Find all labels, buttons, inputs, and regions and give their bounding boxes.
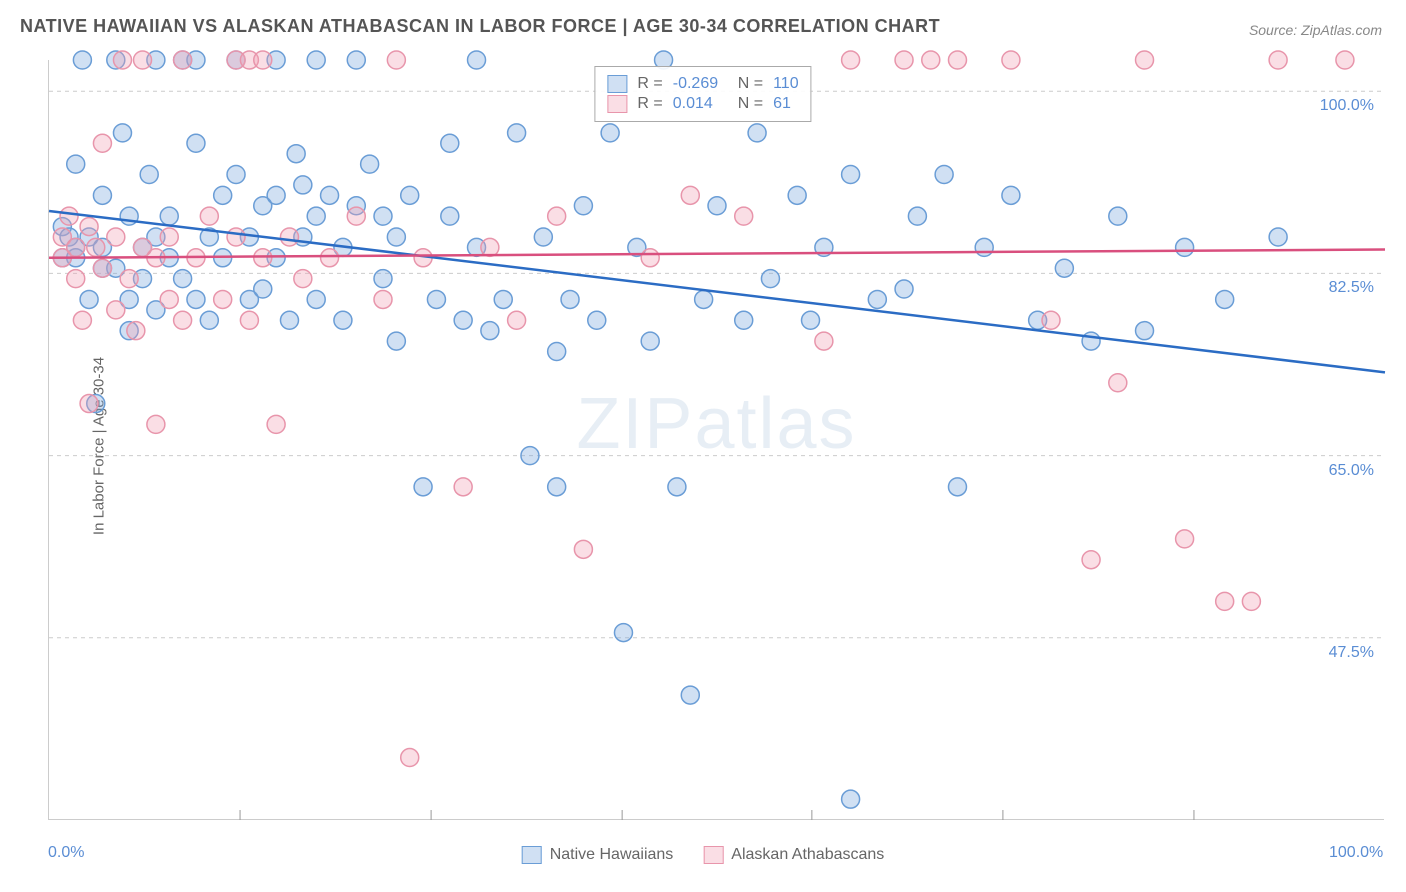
n-label: N = [738, 75, 763, 93]
r-value-2: 0.014 [673, 95, 728, 113]
legend-label-1: Native Hawaiians [550, 846, 674, 864]
source-attribution: Source: ZipAtlas.com [1249, 22, 1382, 38]
legend-item-2: Alaskan Athabascans [703, 846, 884, 864]
swatch-series1 [607, 75, 627, 93]
swatch-series2 [703, 846, 723, 864]
r-label: R = [637, 95, 662, 113]
chart-title: NATIVE HAWAIIAN VS ALASKAN ATHABASCAN IN… [20, 16, 940, 37]
n-label: N = [738, 95, 763, 113]
x-tick-label: 100.0% [1329, 844, 1383, 862]
stats-legend: R = -0.269 N = 110 R = 0.014 N = 61 [594, 66, 811, 122]
y-tick-label: 47.5% [1329, 644, 1374, 662]
swatch-series1 [522, 846, 542, 864]
scatter-plot: ZIPatlas [48, 60, 1384, 820]
stats-row-series2: R = 0.014 N = 61 [607, 95, 798, 113]
y-tick-label: 100.0% [1320, 97, 1374, 115]
legend-label-2: Alaskan Athabascans [731, 846, 884, 864]
r-label: R = [637, 75, 662, 93]
chart-svg [49, 60, 1385, 820]
y-tick-label: 65.0% [1329, 462, 1374, 480]
stats-row-series1: R = -0.269 N = 110 [607, 75, 798, 93]
swatch-series2 [607, 95, 627, 113]
r-value-1: -0.269 [673, 75, 728, 93]
legend-item-1: Native Hawaiians [522, 846, 674, 864]
n-value-1: 110 [773, 75, 799, 93]
x-tick-label: 0.0% [48, 844, 84, 862]
bottom-legend: Native Hawaiians Alaskan Athabascans [522, 846, 885, 864]
n-value-2: 61 [773, 95, 791, 113]
y-tick-label: 82.5% [1329, 279, 1374, 297]
